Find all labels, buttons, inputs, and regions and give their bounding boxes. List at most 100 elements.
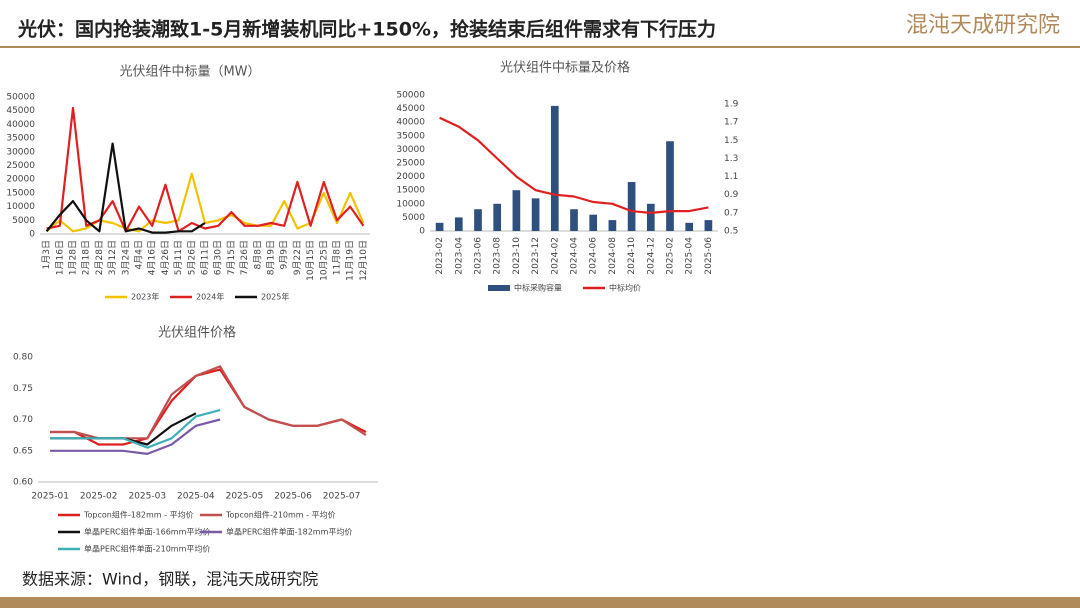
x-tick-label: 2025-06 — [704, 237, 714, 275]
y-tick-label: 25000 — [6, 161, 35, 171]
x-tick-label: 1月28日 — [68, 240, 79, 275]
x-tick-label: 12月10日 — [358, 240, 369, 281]
legend-label: 中标均价 — [609, 283, 641, 293]
x-tick-label: 2025-03 — [128, 492, 166, 502]
legend-label: 2023年 — [131, 292, 159, 302]
y-tick-label: 40000 — [6, 120, 35, 130]
x-tick-label: 10月15日 — [305, 240, 316, 281]
x-tick-label: 3月24日 — [120, 240, 131, 275]
y-tick-label: 15000 — [6, 188, 35, 198]
bar — [608, 220, 617, 231]
x-tick-label: 2025-06 — [274, 492, 312, 502]
x-tick-label: 11月8日 — [332, 240, 343, 275]
y-tick-label: 45000 — [396, 104, 425, 114]
bar — [589, 214, 598, 231]
x-tick-label: 4月16日 — [147, 240, 158, 275]
x-tick-label: 2024-02 — [550, 237, 560, 275]
y-tick-label: 5000 — [402, 213, 425, 223]
y-tick-label: 20000 — [396, 172, 425, 182]
series-line — [50, 409, 221, 449]
bar — [493, 203, 502, 231]
x-tick-label: 2024-10 — [627, 237, 637, 275]
y2-tick-label: 1.1 — [724, 172, 738, 182]
x-tick-label: 3月12日 — [107, 240, 118, 275]
y-tick-label: 30000 — [396, 145, 425, 155]
x-tick-label: 2024-08 — [608, 237, 618, 275]
y-tick-label: 0.80 — [13, 353, 33, 363]
x-tick-label: 2025-02 — [80, 492, 118, 502]
header-rule — [0, 46, 1080, 48]
y-tick-label: 40000 — [396, 118, 425, 128]
bar — [474, 209, 482, 231]
x-tick-label: 1月3日 — [41, 240, 52, 269]
x-tick-label: 2025-05 — [226, 492, 264, 502]
x-tick-label: 2月18日 — [81, 240, 92, 275]
y2-tick-label: 1.9 — [724, 100, 739, 110]
series-line — [50, 418, 221, 455]
legend-label: 2024年 — [196, 292, 224, 302]
legend-label: 中标采购容量 — [514, 283, 562, 293]
y-tick-label: 50000 — [396, 91, 425, 101]
y-tick-label: 20000 — [6, 175, 35, 185]
legend-label: 单晶PERC组件单面-166mm平均价 — [84, 527, 210, 537]
x-tick-label: 4月26日 — [160, 240, 171, 275]
x-tick-label: 2023-10 — [512, 237, 522, 275]
bar — [685, 222, 694, 231]
x-tick-label: 2025-07 — [323, 492, 361, 502]
x-tick-label: 2025-04 — [177, 492, 215, 502]
y2-tick-label: 0.5 — [724, 227, 738, 237]
y-tick-label: 30000 — [6, 147, 35, 157]
y-tick-label: 15000 — [396, 186, 425, 196]
chart-title: 光伏组件中标量（MW） — [119, 65, 260, 80]
x-tick-label: 5月26日 — [186, 240, 197, 275]
source-note: 数据来源：Wind，钢联，混沌天成研究院 — [22, 570, 318, 589]
legend-label: Topcon组件-182mm - 平均价 — [83, 510, 194, 520]
chart-title: 光伏组件价格 — [158, 325, 236, 341]
x-tick-label: 2025-02 — [666, 237, 676, 275]
y-tick-label: 10000 — [396, 199, 425, 209]
x-tick-label: 2024-12 — [646, 237, 656, 275]
bar — [627, 182, 636, 231]
y2-tick-label: 1.5 — [724, 136, 738, 146]
series-line — [50, 365, 367, 440]
x-tick-label: 2023-12 — [531, 237, 541, 275]
x-tick-label: 2023-02 — [435, 237, 445, 275]
bar — [666, 141, 674, 231]
y-tick-label: 0.75 — [13, 384, 33, 394]
y-tick-label: 5000 — [12, 216, 35, 226]
y-tick-label: 0 — [29, 230, 35, 240]
x-tick-label: 4月4日 — [134, 240, 145, 269]
logo: 混沌天成研究院 — [906, 13, 1060, 38]
y-tick-label: 25000 — [396, 159, 425, 169]
x-tick-label: 8月8日 — [252, 240, 263, 269]
y-tick-label: 0.70 — [13, 415, 33, 425]
x-tick-label: 8月19日 — [266, 240, 277, 275]
bar — [454, 217, 463, 231]
y-tick-label: 0.60 — [13, 478, 33, 488]
x-tick-label: 2023-08 — [493, 237, 503, 275]
footer-band — [0, 597, 1080, 608]
legend-label: 2025年 — [261, 292, 289, 302]
bar — [646, 203, 655, 231]
series-line — [50, 412, 197, 446]
chart-title: 光伏组件中标量及价格 — [500, 60, 630, 76]
x-tick-label: 6月11日 — [200, 240, 211, 275]
y-tick-label: 0.65 — [13, 446, 33, 456]
bar — [512, 190, 521, 231]
y-tick-label: 45000 — [6, 106, 35, 116]
y-tick-label: 50000 — [6, 93, 35, 103]
x-tick-label: 2024-06 — [589, 237, 599, 275]
legend-label: 单晶PERC组件单面-210mm平均价 — [84, 544, 210, 554]
bar — [704, 220, 713, 231]
x-tick-label: 6月30日 — [213, 240, 224, 275]
series-line — [46, 106, 365, 233]
legend-swatch — [488, 285, 510, 291]
x-tick-label: 2月28日 — [94, 240, 105, 275]
slide-title: 光伏：国内抢装潮致1-5月新增装机同比+150%，抢装结束后组件需求有下行压力 — [17, 18, 716, 41]
y-tick-label: 10000 — [6, 202, 35, 212]
series-line — [439, 116, 709, 214]
x-tick-label: 2023-04 — [454, 237, 464, 275]
series-line — [50, 368, 367, 446]
x-tick-label: 10月25日 — [318, 240, 329, 281]
